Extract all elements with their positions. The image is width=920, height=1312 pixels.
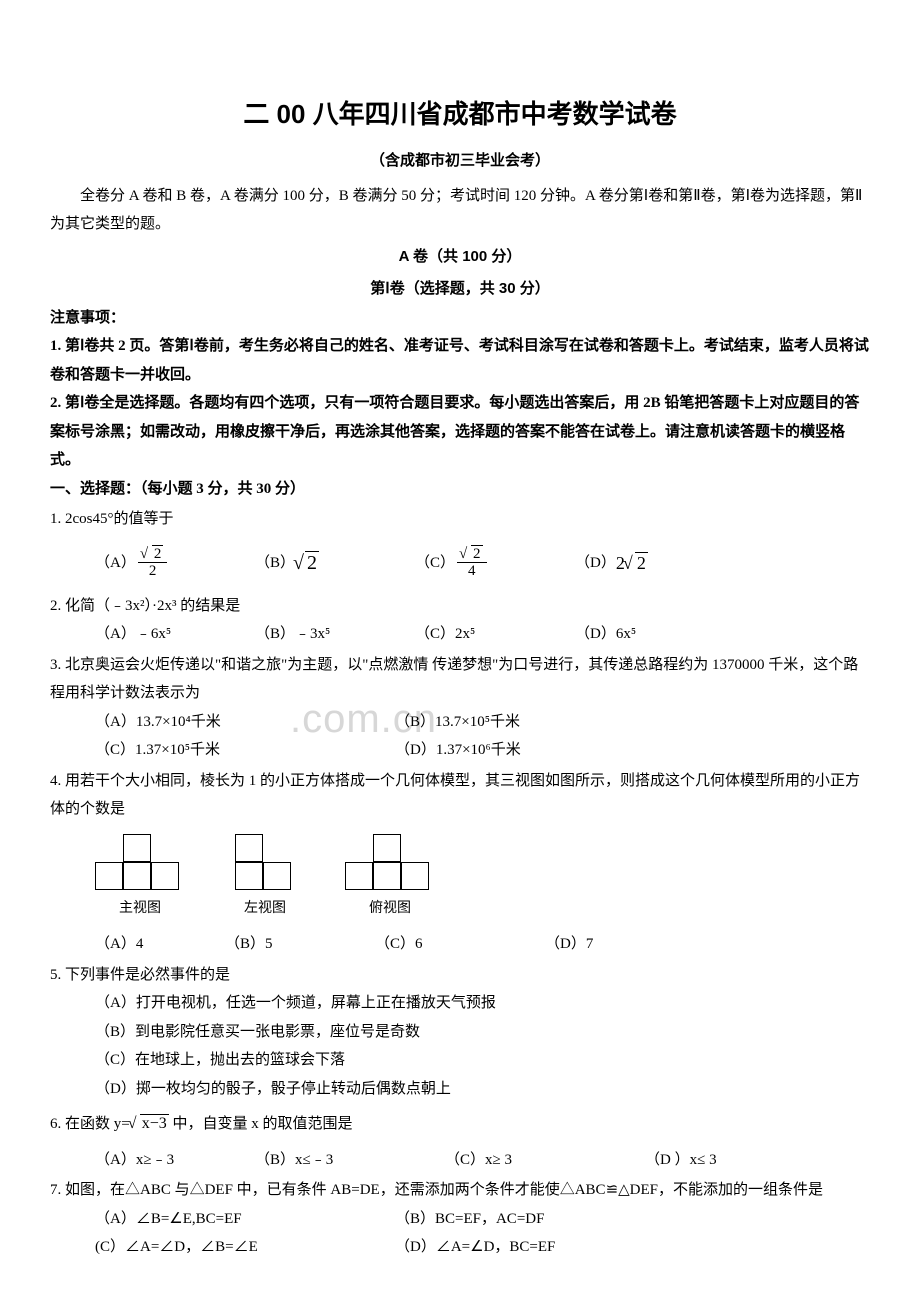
left-view: 左视图 [235,832,295,923]
q5-opt-a: （A）打开电视机，任选一个频道，屏幕上正在播放天气预报 [95,989,870,1018]
q1-opt-b-label: （B） [255,549,295,578]
q2-opt-c: （C）2x⁵ [415,620,575,649]
q7-options: （A）∠B=∠E,BC=EF （B）BC=EF，AC=DF (C）∠A=∠D，∠… [50,1205,870,1262]
q1-opt-a-value: 2 2 [138,546,168,580]
question-6: 6. 在函数 y= x−3 中，自变量 x 的取值范围是 [50,1109,870,1139]
notice-title: 注意事项： [50,304,870,333]
notice-1: 1. 第Ⅰ卷共 2 页。答第Ⅰ卷前，考生务必将自己的姓名、准考证号、考试科目涂写… [50,332,870,389]
exam-subtitle: （含成都市初三毕业会考） [50,147,870,176]
top-view-label: 俯视图 [345,896,435,923]
q2-opt-a: （A）﹣6x⁵ [95,620,255,649]
q5-opt-d: （D）掷一枚均匀的骰子，骰子停止转动后偶数点朝上 [95,1075,870,1104]
q6-text-pre: 6. 在函数 y= [50,1116,130,1132]
exam-title: 二 00 八年四川省成都市中考数学试卷 [50,90,870,139]
q3-opt-b: （B）13.7×10⁵千米 [395,708,695,737]
q3-opt-a: （A）13.7×10⁴千米 [95,708,395,737]
question-7: 7. 如图，在△ABC 与△DEF 中，已有条件 AB=DE，还需添加两个条件才… [50,1176,870,1205]
question-3: 3. 北京奥运会火炬传递以"和谐之旅"为主题，以"点燃激情 传递梦想"为口号进行… [50,651,870,708]
q7-opt-d: （D）∠A=∠D，BC=EF [395,1233,695,1262]
q3-options: （A）13.7×10⁴千米 （B）13.7×10⁵千米 （C）1.37×10⁵千… [50,708,870,765]
q3-opt-d: （D）1.37×10⁶千米 [395,736,695,765]
q1-opt-c-label: （C） [415,549,455,578]
q6-opt-c: （C）x≥ 3 [445,1146,645,1175]
paper-a-header: A 卷（共 100 分） [50,243,870,272]
q4-opt-b: （B）5 [225,930,375,959]
notice-2: 2. 第Ⅰ卷全是选择题。各题均有四个选项，只有一项符合题目要求。每小题选出答案后… [50,389,870,475]
question-1: 1. 2cos45°的值等于 [50,505,870,534]
q7-opt-c: (C）∠A=∠D，∠B=∠E [95,1233,395,1262]
top-view: 俯视图 [345,832,435,923]
intro-text: 全卷分 A 卷和 B 卷，A 卷满分 100 分，B 卷满分 50 分；考试时间… [50,182,870,239]
front-view-label: 主视图 [95,896,185,923]
q1-options: （A） 2 2 （B） 2 （C） 2 4 （D） 22 [50,544,870,582]
q6-opt-d: （D ）x≤ 3 [645,1146,805,1175]
q6-opt-a: （A）x≥﹣3 [95,1146,255,1175]
q7-opt-b: （B）BC=EF，AC=DF [395,1205,695,1234]
q6-radical: x−3 [140,1114,169,1132]
q4-opt-d: （D）7 [545,930,705,959]
question-4: 4. 用若干个大小相同，棱长为 1 的小正方体搭成一个几何体模型，其三视图如图所… [50,767,870,824]
q7-opt-a: （A）∠B=∠E,BC=EF [95,1205,395,1234]
q6-options: （A）x≥﹣3 （B）x≤﹣3 （C）x≥ 3 （D ）x≤ 3 [50,1146,870,1175]
q5-options: （A）打开电视机，任选一个频道，屏幕上正在播放天气预报 （B）到电影院任意买一张… [50,989,870,1103]
q2-opt-b: （B）﹣3x⁵ [255,620,415,649]
q2-opt-d: （D）6x⁵ [575,620,735,649]
section-1-title: 一、选择题：（每小题 3 分，共 30 分） [50,475,870,504]
q1-opt-b-value: 2 [295,544,319,582]
left-view-label: 左视图 [235,896,295,923]
q1-opt-c-value: 2 4 [457,546,487,580]
part1-header: 第Ⅰ卷（选择题，共 30 分） [50,275,870,304]
q5-opt-b: （B）到电影院任意买一张电影票，座位号是奇数 [95,1018,870,1047]
q1-opt-a-label: （A） [95,549,136,578]
q4-opt-a: （A）4 [95,930,225,959]
question-2: 2. 化简（﹣3x²）·2x³ 的结果是 [50,592,870,621]
q3-opt-c: （C）1.37×10⁵千米 [95,736,395,765]
front-view: 主视图 [95,832,185,923]
q1-opt-d-value: 22 [616,546,648,580]
q4-opt-c: （C）6 [375,930,545,959]
q4-views: 主视图 左视图 俯视图 [50,832,870,923]
q6-opt-b: （B）x≤﹣3 [255,1146,445,1175]
q5-opt-c: （C）在地球上，抛出去的篮球会下落 [95,1046,870,1075]
q1-opt-d-label: （D） [575,549,616,578]
q2-options: （A）﹣6x⁵ （B）﹣3x⁵ （C）2x⁵ （D）6x⁵ [50,620,870,649]
question-5: 5. 下列事件是必然事件的是 [50,961,870,990]
q6-text-post: 中，自变量 x 的取值范围是 [169,1116,353,1132]
q4-options: （A）4 （B）5 （C）6 （D）7 [50,930,870,959]
